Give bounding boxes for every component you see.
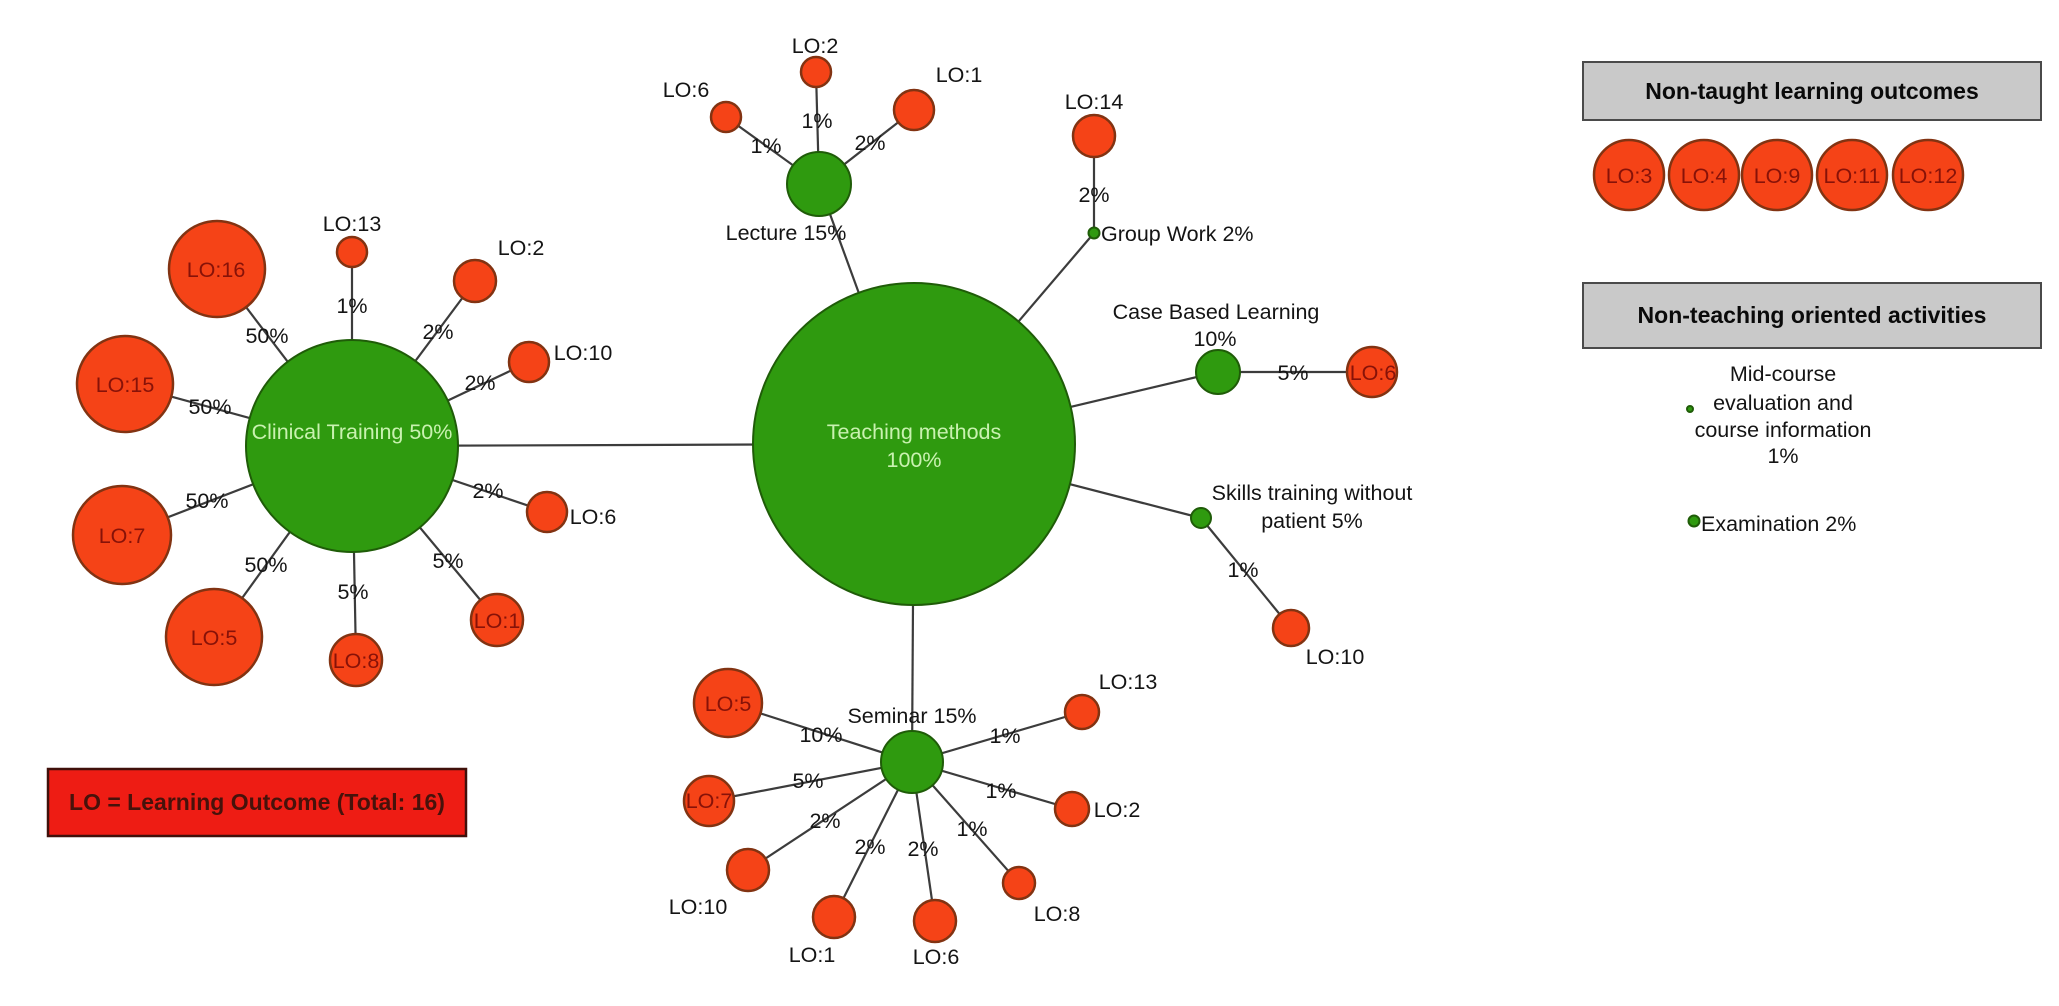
svg-text:Teaching methods: Teaching methods: [827, 420, 1002, 444]
svg-text:LO:7: LO:7: [99, 524, 146, 548]
svg-text:1%: 1%: [1767, 444, 1798, 468]
svg-text:LO:14: LO:14: [1065, 90, 1124, 114]
svg-text:LO:5: LO:5: [705, 692, 752, 716]
svg-text:50%: 50%: [188, 395, 231, 419]
svg-text:LO:6: LO:6: [1350, 361, 1397, 385]
svg-text:2%: 2%: [464, 371, 495, 395]
svg-text:Seminar 15%: Seminar 15%: [847, 704, 976, 728]
svg-text:LO:10: LO:10: [669, 895, 728, 919]
svg-text:5%: 5%: [1277, 361, 1308, 385]
svg-text:2%: 2%: [1078, 183, 1109, 207]
svg-text:LO:16: LO:16: [187, 258, 246, 282]
svg-text:LO:15: LO:15: [96, 373, 155, 397]
svg-text:LO:13: LO:13: [1099, 670, 1158, 694]
svg-text:LO:2: LO:2: [1094, 798, 1141, 822]
svg-text:evaluation and: evaluation and: [1713, 391, 1853, 415]
svg-text:1%: 1%: [336, 294, 367, 318]
svg-text:LO:7: LO:7: [686, 789, 733, 813]
svg-text:Clinical Training 50%: Clinical Training 50%: [252, 420, 453, 444]
svg-text:LO = Learning Outcome (Total:: LO = Learning Outcome (Total: 16): [69, 789, 445, 815]
svg-text:Lecture 15%: Lecture 15%: [726, 221, 847, 245]
svg-text:LO:1: LO:1: [789, 943, 836, 967]
svg-text:LO:8: LO:8: [1034, 902, 1081, 926]
svg-text:Skills training without: Skills training without: [1212, 481, 1413, 505]
svg-text:5%: 5%: [337, 580, 368, 604]
svg-text:1%: 1%: [956, 817, 987, 841]
svg-text:1%: 1%: [750, 134, 781, 158]
svg-text:Case Based Learning: Case Based Learning: [1113, 300, 1320, 324]
svg-text:patient 5%: patient 5%: [1261, 509, 1363, 533]
svg-text:LO:6: LO:6: [663, 78, 710, 102]
svg-text:1%: 1%: [1227, 558, 1258, 582]
svg-text:100%: 100%: [887, 448, 942, 472]
svg-text:10%: 10%: [799, 723, 842, 747]
svg-text:LO:9: LO:9: [1754, 164, 1801, 188]
svg-text:LO:5: LO:5: [191, 626, 238, 650]
svg-text:2%: 2%: [809, 809, 840, 833]
svg-text:LO:3: LO:3: [1606, 164, 1653, 188]
svg-text:LO:10: LO:10: [554, 341, 613, 365]
svg-text:5%: 5%: [792, 769, 823, 793]
svg-text:LO:1: LO:1: [474, 609, 521, 633]
svg-text:LO:6: LO:6: [913, 945, 960, 969]
svg-text:course information: course information: [1695, 418, 1872, 442]
svg-text:LO:11: LO:11: [1824, 164, 1881, 188]
svg-text:50%: 50%: [185, 489, 228, 513]
svg-text:LO:10: LO:10: [1306, 645, 1365, 669]
svg-text:LO:2: LO:2: [792, 34, 839, 58]
svg-text:10%: 10%: [1193, 327, 1236, 351]
svg-text:Non-taught learning outcomes: Non-taught learning outcomes: [1645, 78, 1979, 104]
svg-text:LO:8: LO:8: [333, 649, 380, 673]
svg-text:1%: 1%: [989, 724, 1020, 748]
svg-text:50%: 50%: [244, 553, 287, 577]
svg-text:50%: 50%: [245, 324, 288, 348]
svg-text:LO:2: LO:2: [498, 236, 545, 260]
svg-text:LO:6: LO:6: [570, 505, 617, 529]
svg-text:LO:12: LO:12: [1899, 164, 1958, 188]
svg-text:2%: 2%: [854, 131, 885, 155]
svg-text:Non-teaching oriented activiti: Non-teaching oriented activities: [1638, 302, 1987, 328]
svg-text:Group Work 2%: Group Work 2%: [1101, 222, 1254, 246]
svg-text:2%: 2%: [422, 320, 453, 344]
svg-text:LO:13: LO:13: [323, 212, 382, 236]
svg-text:2%: 2%: [907, 837, 938, 861]
svg-text:5%: 5%: [432, 549, 463, 573]
svg-text:LO:1: LO:1: [936, 63, 983, 87]
svg-text:Mid-course: Mid-course: [1730, 362, 1836, 386]
svg-text:1%: 1%: [801, 109, 832, 133]
svg-text:Examination 2%: Examination 2%: [1701, 512, 1856, 536]
svg-text:2%: 2%: [472, 479, 503, 503]
svg-text:2%: 2%: [854, 835, 885, 859]
svg-text:1%: 1%: [985, 779, 1016, 803]
svg-text:LO:4: LO:4: [1681, 164, 1728, 188]
